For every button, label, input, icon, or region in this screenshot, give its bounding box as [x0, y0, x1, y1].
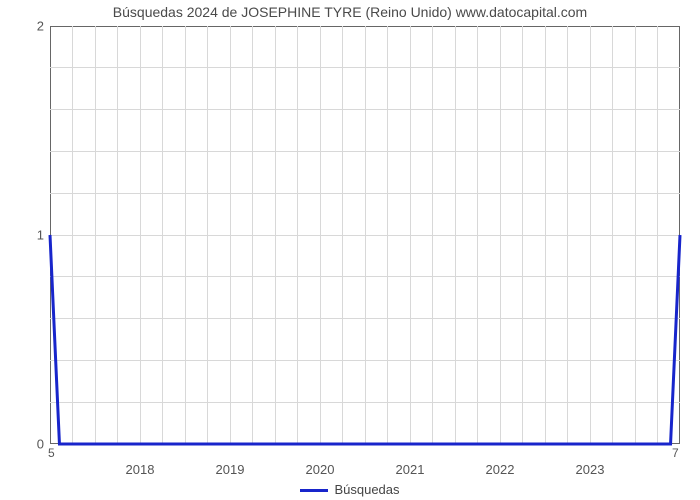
series-line [0, 0, 700, 500]
chart-container: Búsquedas 2024 de JOSEPHINE TYRE (Reino … [0, 0, 700, 500]
